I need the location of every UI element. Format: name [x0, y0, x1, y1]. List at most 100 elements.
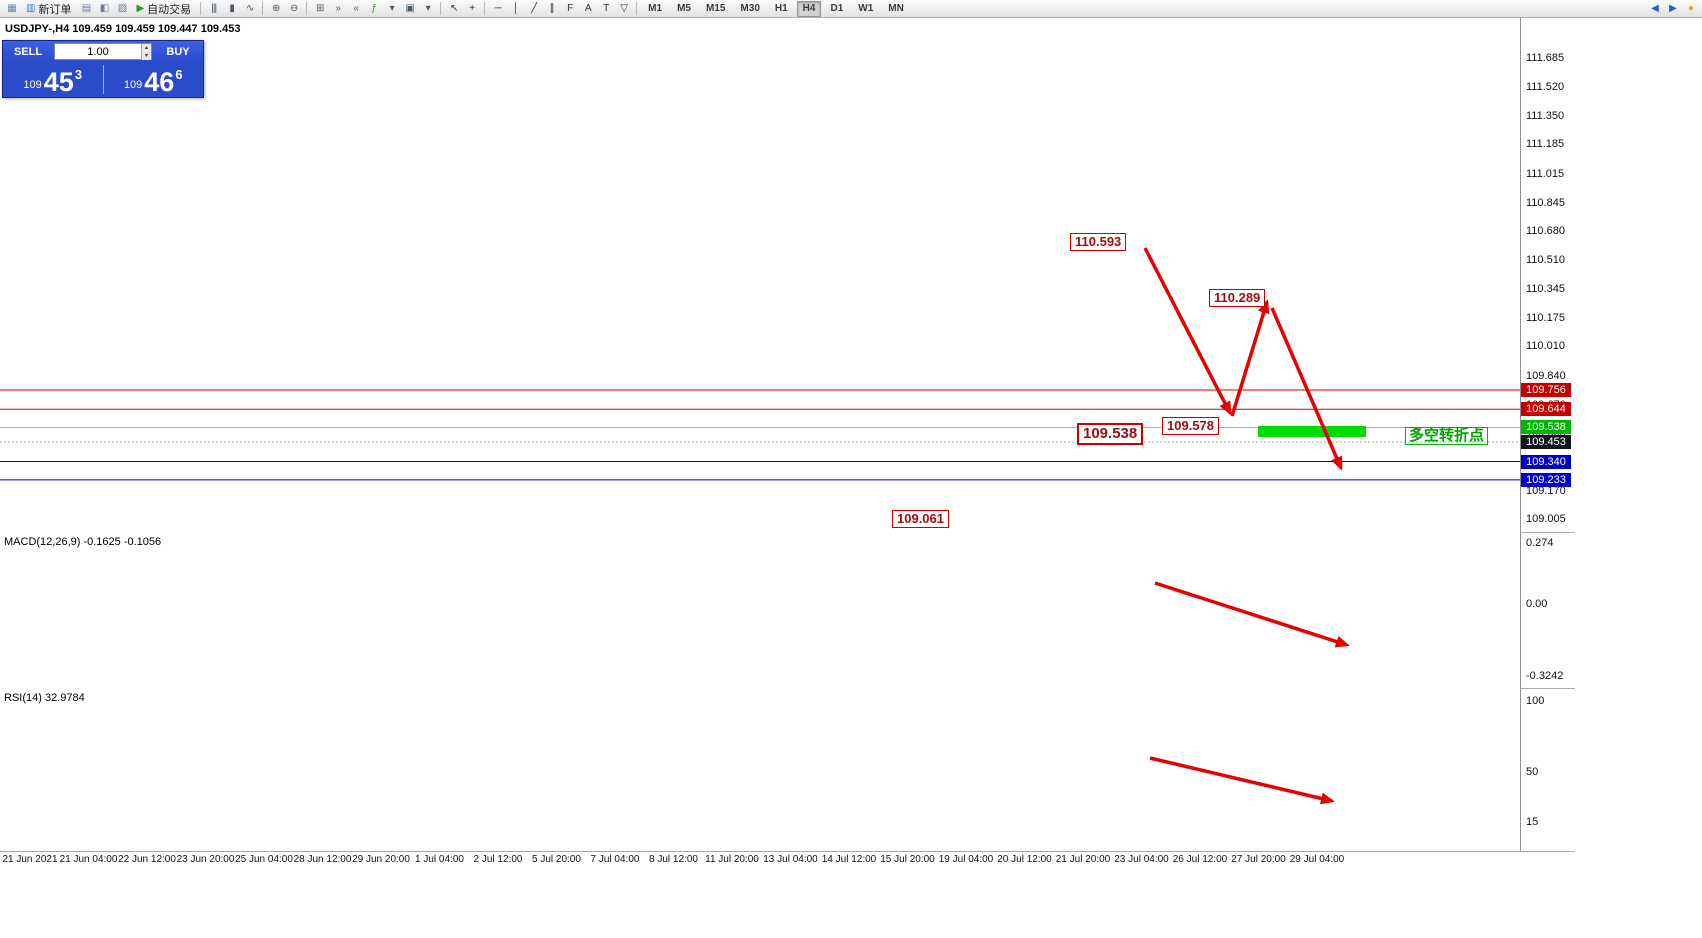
toolbar-separator [200, 2, 202, 15]
timeframe-w1[interactable]: W1 [858, 2, 874, 14]
volume-up-icon[interactable]: ▴ [141, 43, 151, 52]
chart-window-icon[interactable]: ▦ [7, 3, 16, 14]
price-axis-label: 111.185 [1526, 138, 1565, 151]
timeframe-d1[interactable]: D1 [830, 2, 844, 14]
time-axis-label: 2 Jul 12:00 [473, 854, 523, 865]
buy-price-sup: 6 [175, 67, 183, 82]
indicators-dropdown-icon[interactable]: ▾ [389, 3, 395, 14]
price-axis-label: 110.510 [1526, 254, 1565, 267]
indicators-icon[interactable]: ƒ [371, 3, 377, 14]
auto-trading-button[interactable]: ▶ 自动交易 [131, 1, 196, 16]
line-chart-icon[interactable]: ∿ [245, 3, 254, 14]
price-annotation-110.289[interactable]: 110.289 [1209, 289, 1266, 307]
scroll-right-icon[interactable]: ▶ [1669, 3, 1677, 14]
buy-price-prefix: 109 [123, 79, 143, 91]
timeframe-m5[interactable]: M5 [677, 2, 691, 14]
templates-icon[interactable]: ▣ [405, 3, 414, 14]
price-tag-109.538: 109.538 [1521, 420, 1571, 435]
zoom-out-icon[interactable]: ⊖ [289, 3, 298, 14]
channel-tool-icon[interactable]: ∥ [549, 3, 555, 14]
new-order-button[interactable]: ▥ 新订单 [21, 1, 76, 16]
toolbar-separator [484, 2, 486, 15]
turning-point-note[interactable]: 多空转折点 [1405, 427, 1489, 445]
candlestick-chart-icon[interactable]: ▮ [229, 3, 235, 14]
timeframe-m1[interactable]: M1 [648, 2, 663, 14]
volume-spinner[interactable]: ▴ ▾ [141, 43, 151, 60]
volume-field[interactable]: 1.00 ▴ ▾ [54, 43, 152, 60]
price-tag-109.453: 109.453 [1521, 435, 1571, 450]
auto-trading-button-label: 自动交易 [147, 3, 192, 16]
time-axis-label: 15 Jul 20:00 [880, 854, 935, 865]
bar-chart-icon[interactable]: ||| [211, 3, 217, 14]
timeframe-m30[interactable]: M30 [740, 2, 760, 14]
data-window-icon[interactable]: ▨ [117, 3, 127, 14]
price-axis-label: 111.520 [1526, 80, 1565, 93]
text-tool-icon[interactable]: A [584, 3, 592, 14]
timeframe-h4[interactable]: H4 [796, 0, 822, 17]
buy-price[interactable]: 109 46 6 [104, 62, 204, 97]
time-axis-separator [0, 851, 1575, 852]
new-order-button-icon: ▥ [26, 3, 36, 14]
sell-price[interactable]: 109 45 3 [3, 62, 103, 97]
time-axis-label: 19 Jul 04:00 [938, 854, 994, 865]
templates-dropdown-icon[interactable]: ▾ [425, 3, 431, 14]
volume-value[interactable]: 1.00 [87, 45, 109, 58]
arrows-tool-icon[interactable]: ▽ [620, 3, 628, 14]
rsi-scale-label: 15 [1526, 816, 1539, 828]
auto-scroll-icon[interactable]: » [335, 3, 341, 14]
rsi-scale-label: 50 [1526, 766, 1539, 778]
price-axis-label: 110.010 [1526, 340, 1565, 353]
sell-price-main: 45 [43, 67, 74, 97]
cursor-icon[interactable]: ↖ [449, 3, 458, 14]
time-axis-label: 21 Jun 2021 [2, 854, 58, 865]
charts-icon[interactable]: ▤ [81, 3, 91, 14]
time-axis-label: 11 Jul 20:00 [705, 854, 759, 865]
volume-down-icon[interactable]: ▾ [141, 51, 151, 60]
buy-button[interactable]: BUY [153, 41, 203, 62]
timeframe-mn[interactable]: MN [888, 2, 904, 14]
macd-scale-label: 0.274 [1526, 537, 1554, 549]
price-axis-label: 109.170 [1526, 484, 1566, 497]
price-axis-label: 111.685 [1526, 52, 1565, 65]
price-axis-label: 109.005 [1526, 513, 1566, 526]
price-annotation-109.061[interactable]: 109.061 [892, 510, 949, 528]
zoom-in-icon[interactable]: ⊕ [271, 3, 280, 14]
rsi-scale-label: 100 [1526, 695, 1545, 707]
chart-shift-icon[interactable]: « [353, 3, 359, 14]
time-axis-label: 7 Jul 04:00 [590, 854, 640, 865]
price-axis-label: 110.345 [1526, 282, 1565, 295]
price-tag-109.340: 109.340 [1521, 454, 1571, 469]
price-axis-separator [1520, 18, 1521, 851]
price-annotation-109.538[interactable]: 109.538 [1077, 423, 1144, 445]
timeframe-m15[interactable]: M15 [705, 2, 726, 14]
hline-tool-icon[interactable]: ─ [494, 3, 502, 14]
macd-scale-label: -0.3242 [1526, 670, 1564, 682]
price-tag-109.644: 109.644 [1521, 402, 1571, 417]
timeframe-h1[interactable]: H1 [774, 2, 788, 14]
price-annotation-110.593[interactable]: 110.593 [1070, 233, 1127, 251]
price-axis-label: 110.845 [1526, 196, 1565, 209]
toolbar-separator [262, 2, 264, 15]
sell-button[interactable]: SELL [3, 41, 53, 62]
label-tool-icon[interactable]: T [603, 3, 609, 14]
trendline-tool-icon[interactable]: ╱ [531, 3, 537, 14]
time-axis-label: 1 Jul 04:00 [415, 854, 464, 865]
time-axis-label: 26 Jul 12:00 [1172, 854, 1228, 865]
community-icon[interactable]: ● [1687, 3, 1694, 14]
crosshair-icon[interactable]: + [469, 3, 475, 14]
price-axis-label: 110.680 [1526, 225, 1565, 238]
price-annotation-109.578[interactable]: 109.578 [1162, 417, 1219, 435]
market-watch-icon[interactable]: ◧ [99, 3, 109, 14]
scroll-left-icon[interactable]: ◀ [1651, 3, 1659, 14]
time-axis-label: 5 Jul 20:00 [532, 854, 581, 865]
tile-windows-icon[interactable]: ⊞ [315, 3, 324, 14]
fibonacci-tool-icon[interactable]: F [567, 3, 573, 14]
sell-price-prefix: 109 [23, 79, 42, 91]
time-axis-label: 27 Jul 20:00 [1231, 854, 1286, 865]
vline-tool-icon[interactable]: │ [513, 3, 519, 14]
time-axis-label: 14 Jul 12:00 [821, 854, 877, 865]
time-axis-label: 21 Jun 04:00 [59, 854, 118, 865]
trade-panel-header: SELL 1.00 ▴ ▾ BUY [3, 41, 203, 62]
